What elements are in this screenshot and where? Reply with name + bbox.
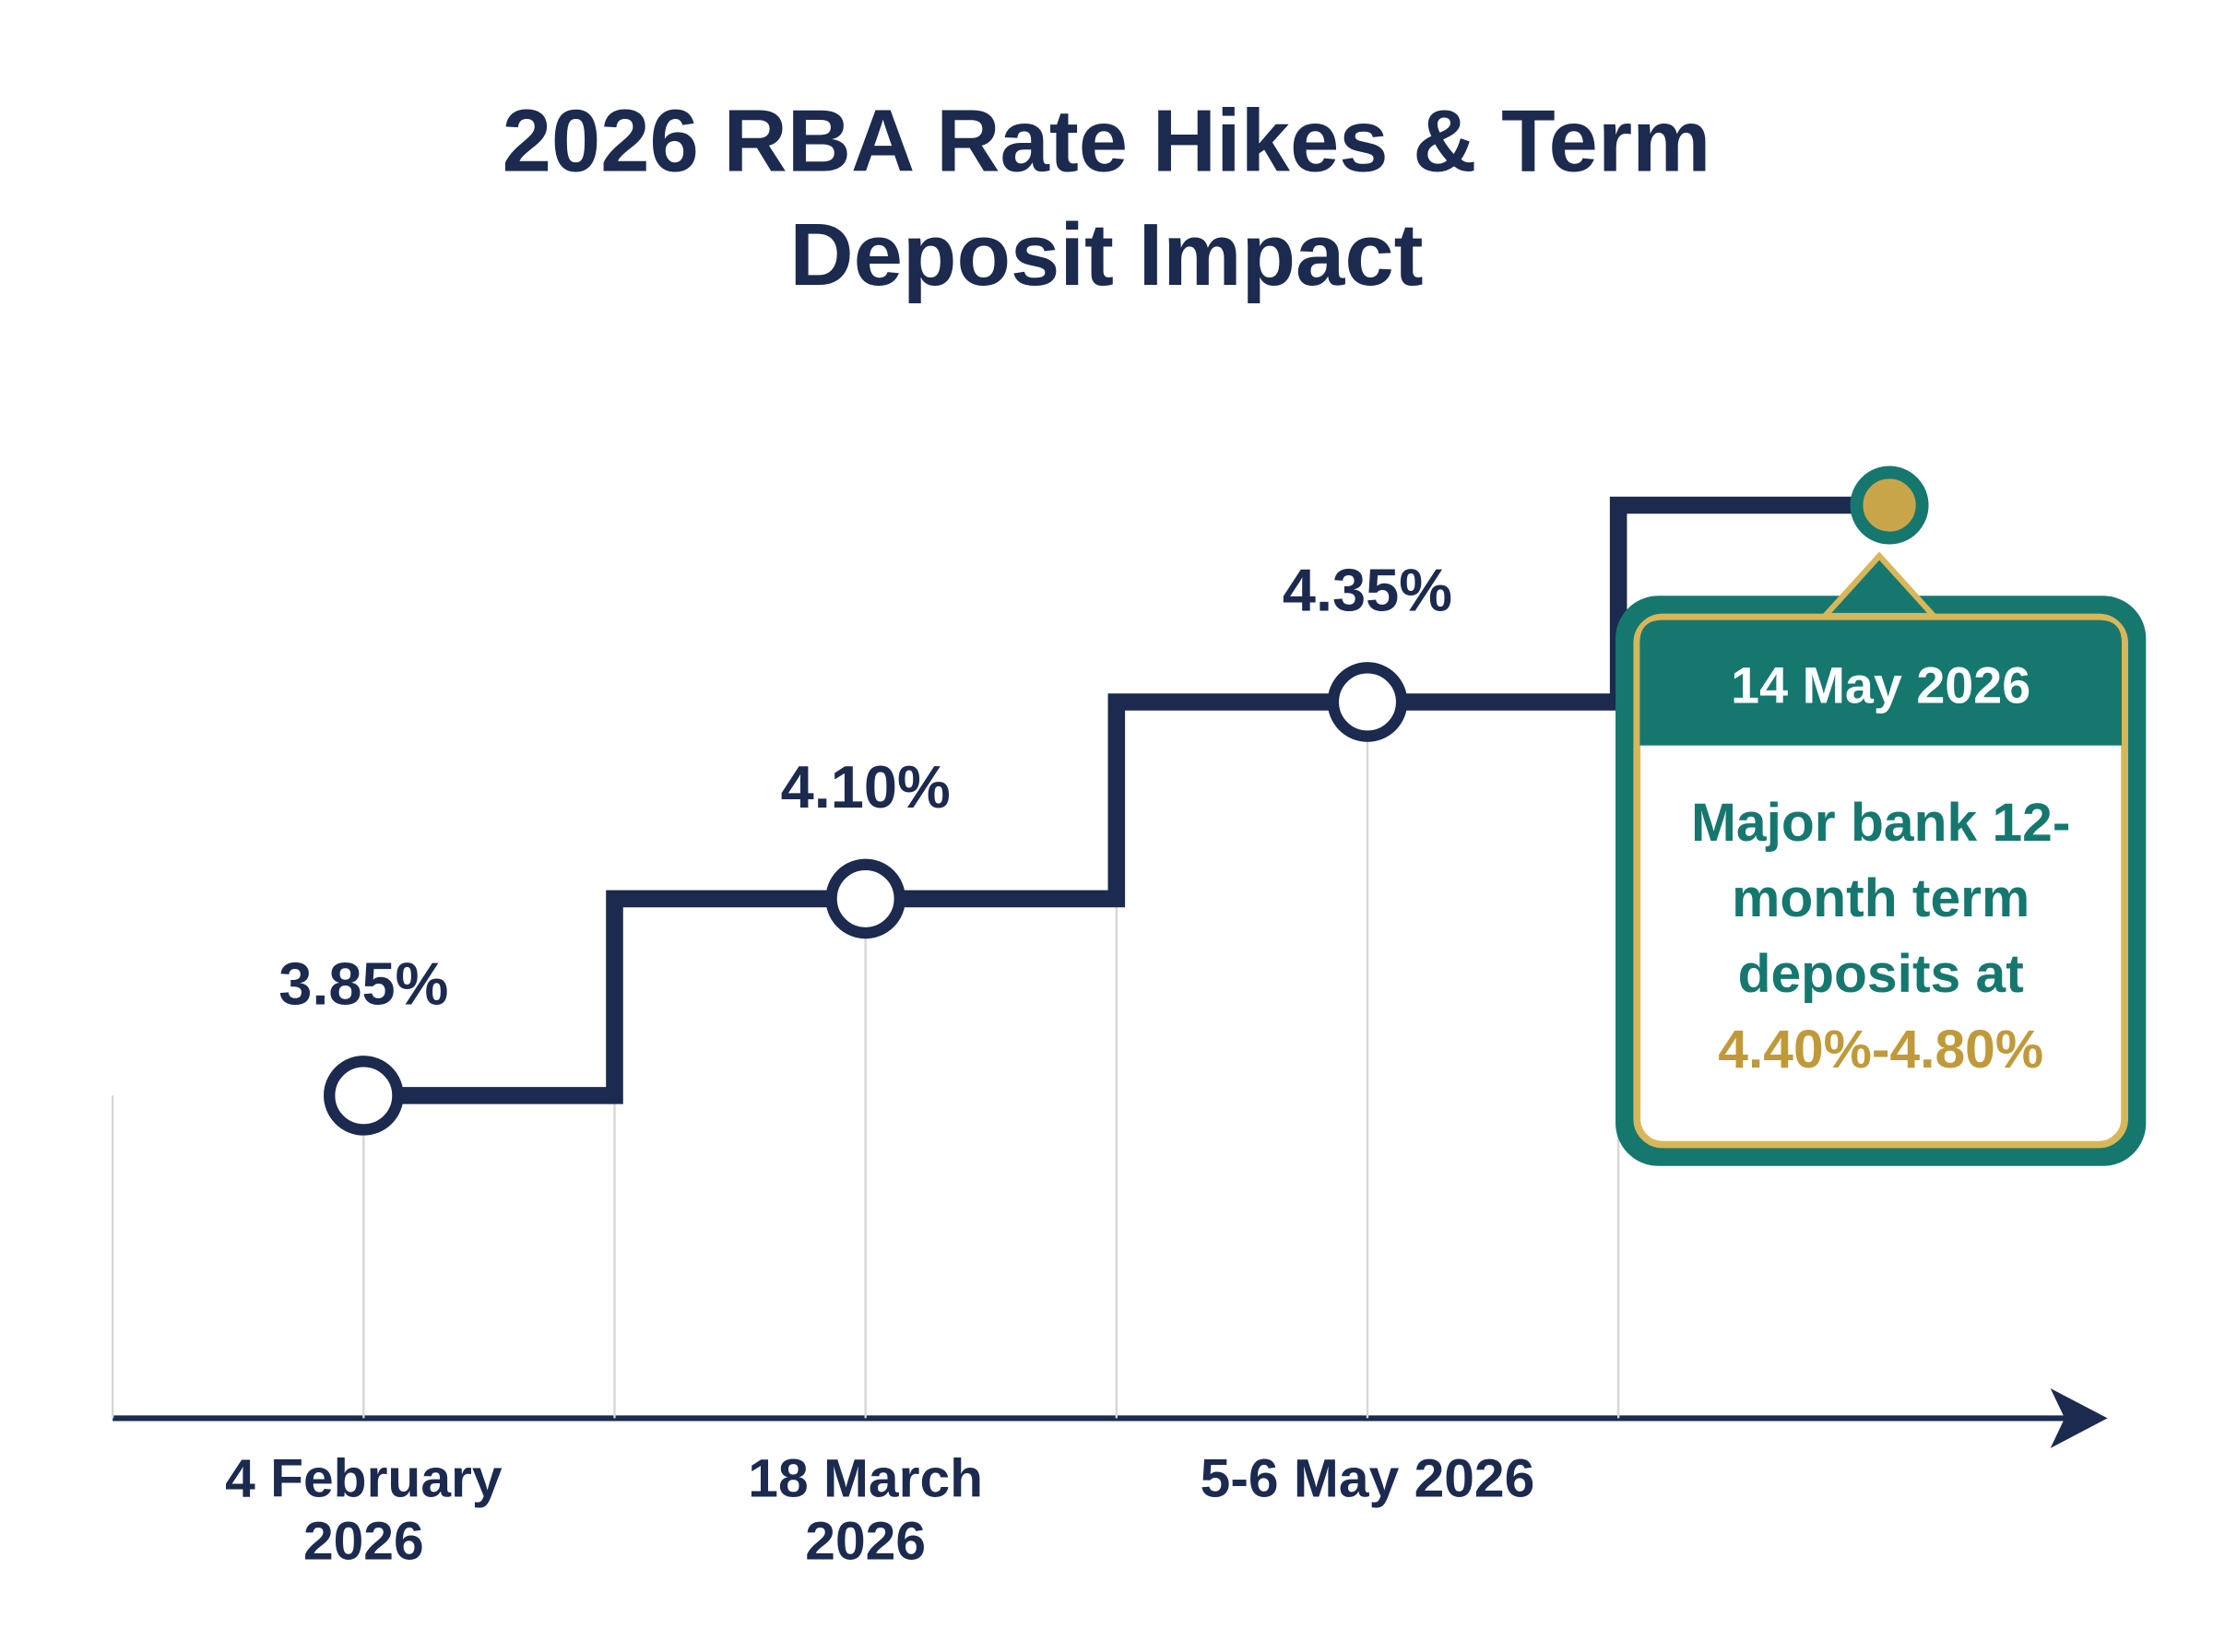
callout-body-box: Major bank 12-month term deposits at 4.40… <box>1639 786 2122 1089</box>
value-label: 3.85% <box>278 950 448 1017</box>
x-tick-box: 5-6 May 2026 <box>1200 1449 1535 1510</box>
chart-title: 2026 RBA Rate Hikes & Term Deposit Impac… <box>502 92 1711 305</box>
callout: 14 May 2026 Major bank 12-month term dep… <box>1615 551 2147 1166</box>
marks: 3.85% 4 February 2026 4.10% 18 March 2026 4.… <box>225 466 1929 1573</box>
callout-title-box: 14 May 2026 <box>1731 655 2031 714</box>
x-tick-label: 18 March 2026 <box>748 1449 984 1573</box>
value-label: 4.10% <box>781 753 951 820</box>
point <box>324 1056 404 1136</box>
value-label: 4.35% <box>1283 557 1452 624</box>
callout-title: 14 May 2026 <box>1731 655 2031 714</box>
callout-body: Major bank 12-month term deposits at 4.40… <box>1639 786 2122 1089</box>
x-tick-box: 18 March 2026 <box>748 1449 984 1573</box>
callout-pointer <box>1818 551 1940 620</box>
annotation-dot <box>1850 466 1929 545</box>
point <box>825 858 905 939</box>
callout-highlight: 4.40%-4.80% <box>1718 1021 2044 1080</box>
callout-text: Major bank 12-month term deposits at <box>1690 794 2071 1006</box>
axis-arrow <box>2050 1387 2108 1448</box>
x-tick-label: 5-6 May 2026 <box>1200 1449 1535 1510</box>
callout-panel <box>1633 613 2128 1149</box>
title-box: 2026 RBA Rate Hikes & Term Deposit Impac… <box>502 92 1711 305</box>
x-tick-box: 4 February 2026 <box>225 1449 503 1573</box>
step-line <box>363 693 1619 1104</box>
x-tick-label: 4 February 2026 <box>225 1449 503 1573</box>
callout-header <box>1639 620 2123 746</box>
point <box>1327 662 1408 742</box>
